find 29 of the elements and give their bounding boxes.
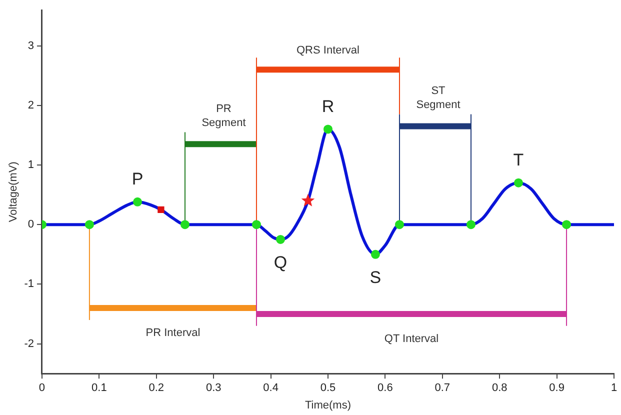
y-tick-label: 3 [28, 40, 34, 52]
x-tick-label: 1 [610, 382, 618, 394]
annotation: S [370, 268, 382, 288]
series-label: QRS Interval [296, 44, 360, 57]
series-label: PR Segment [202, 103, 246, 130]
x-tick-label: 0.8 [492, 382, 508, 394]
series-label: ST Segment [416, 85, 460, 112]
annotation: Q [274, 253, 288, 272]
y-tick-label: 0 [28, 218, 34, 231]
y-axis-title: Voltage(mV) [8, 162, 20, 222]
x-tick-label: 0.7 [434, 382, 450, 394]
x-tick-label: 0.1 [92, 382, 107, 394]
annotation: P [132, 170, 144, 189]
x-tick-label: 0.5 [320, 382, 336, 394]
x-tick-label: 0.9 [549, 382, 564, 394]
x-axis-title: Time(ms) [304, 399, 352, 412]
x-tick-label: 0.3 [206, 382, 222, 394]
annotation: T [513, 150, 524, 170]
x-tick-label: 0.6 [378, 382, 393, 394]
x-tick-label: 0.4 [263, 382, 278, 394]
y-tick-label: -1 [24, 278, 34, 290]
y-tick-label: 2 [28, 99, 34, 112]
x-tick-label: 0.2 [148, 382, 164, 394]
y-tick-label: 1 [28, 159, 34, 172]
x-tick-label: 0 [38, 382, 46, 394]
series-label: PR Interval [146, 327, 200, 340]
annotation: R [322, 96, 334, 116]
series-label: QT Interval [384, 332, 439, 345]
y-tick-label: -2 [24, 338, 34, 350]
